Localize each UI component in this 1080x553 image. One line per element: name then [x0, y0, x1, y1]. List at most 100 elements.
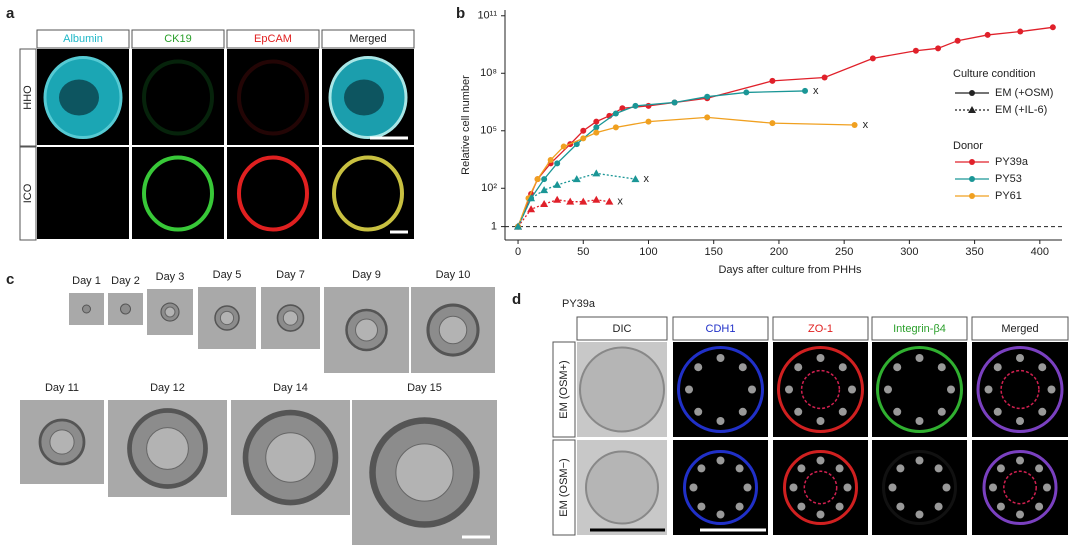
marker	[704, 114, 711, 121]
column-header-box	[131, 29, 225, 49]
column-header: Albumin	[63, 33, 103, 45]
nucleus	[937, 407, 946, 416]
nucleus	[816, 510, 825, 519]
nucleus	[989, 483, 997, 492]
marker	[1017, 28, 1024, 35]
nucleus	[1038, 407, 1047, 416]
marker	[605, 197, 614, 205]
nucleus	[735, 464, 744, 473]
marker	[671, 99, 678, 106]
marker	[969, 90, 975, 96]
marker	[743, 89, 750, 96]
nucleus	[689, 483, 698, 492]
nucleus	[748, 385, 756, 394]
nucleus	[816, 354, 825, 362]
nucleus	[947, 385, 955, 394]
micrograph	[227, 49, 319, 145]
nucleus	[893, 363, 902, 372]
nucleus	[816, 456, 825, 465]
nucleus	[984, 385, 993, 394]
lumen	[265, 432, 316, 483]
organoid	[677, 346, 764, 433]
organoid	[120, 303, 131, 315]
nucleus	[888, 483, 897, 492]
column-header-box	[36, 29, 130, 49]
lumen	[49, 429, 75, 455]
nucleus	[934, 502, 943, 511]
micrograph	[132, 147, 224, 239]
lumen	[344, 79, 384, 116]
marker	[540, 200, 549, 208]
marker	[1049, 24, 1056, 31]
micrograph	[972, 440, 1068, 535]
nucleus	[1047, 385, 1056, 394]
nucleus	[843, 483, 852, 492]
end-label: x	[813, 85, 819, 97]
column-header: CK19	[164, 33, 192, 45]
nucleus	[785, 385, 793, 394]
day-label: Day 9	[352, 269, 381, 281]
day-label: Day 10	[436, 269, 471, 281]
marker	[612, 124, 619, 131]
x-tick-label: 0	[515, 246, 521, 258]
nucleus	[896, 464, 905, 473]
marker	[869, 55, 876, 62]
organoid	[142, 155, 214, 232]
apical-ring	[1003, 470, 1037, 505]
nucleus	[794, 407, 803, 416]
nucleus	[1043, 483, 1051, 492]
y-tick-label: 1	[491, 221, 497, 233]
x-tick-label: 350	[965, 246, 983, 258]
marker	[802, 87, 809, 94]
marker	[592, 195, 601, 203]
nucleus	[884, 385, 892, 394]
marker	[592, 169, 601, 177]
row-header: EM (OSM−)	[558, 458, 570, 516]
panel-label: a	[6, 5, 15, 22]
nucleus	[797, 502, 806, 511]
day-label: Day 12	[150, 382, 185, 394]
organoid	[882, 450, 957, 525]
marker	[912, 47, 919, 54]
series-line	[517, 199, 610, 227]
column-header-box	[672, 316, 769, 341]
nucleus	[1016, 510, 1024, 519]
column-header: DIC	[613, 323, 632, 335]
marker	[769, 77, 776, 84]
row-header: HHO	[22, 85, 34, 110]
organoid	[982, 450, 1058, 525]
x-tick-label: 100	[639, 246, 657, 258]
marker	[573, 141, 580, 148]
nucleus	[996, 502, 1005, 511]
marker	[527, 205, 536, 213]
marker	[580, 127, 587, 134]
marker	[935, 45, 942, 52]
lumen	[395, 443, 454, 502]
day-label: Day 2	[111, 275, 140, 287]
nucleus	[697, 502, 706, 511]
row-header-box	[552, 341, 576, 438]
column-header: Integrin-β4	[893, 323, 946, 335]
nucleus	[1016, 417, 1024, 425]
day-label: Day 14	[273, 382, 308, 394]
marker	[540, 186, 549, 194]
nucleus	[993, 363, 1002, 372]
x-tick-label: 400	[1031, 246, 1049, 258]
day-label: Day 15	[407, 382, 442, 394]
x-tick-label: 50	[577, 246, 589, 258]
marker	[566, 197, 575, 205]
marker	[553, 195, 562, 203]
nucleus	[915, 417, 924, 425]
day-label: Day 11	[45, 382, 79, 394]
organoid	[82, 304, 91, 314]
marker	[645, 118, 652, 125]
marker	[954, 37, 961, 44]
marker	[554, 160, 561, 167]
column-header-box	[871, 316, 968, 341]
micrograph	[227, 147, 319, 239]
x-axis-label: Days after culture from PHHs	[718, 264, 862, 276]
nucleus	[716, 456, 725, 465]
day-label: Day 1	[72, 275, 101, 287]
row-header-box	[19, 146, 37, 241]
end-label: x	[863, 119, 869, 131]
